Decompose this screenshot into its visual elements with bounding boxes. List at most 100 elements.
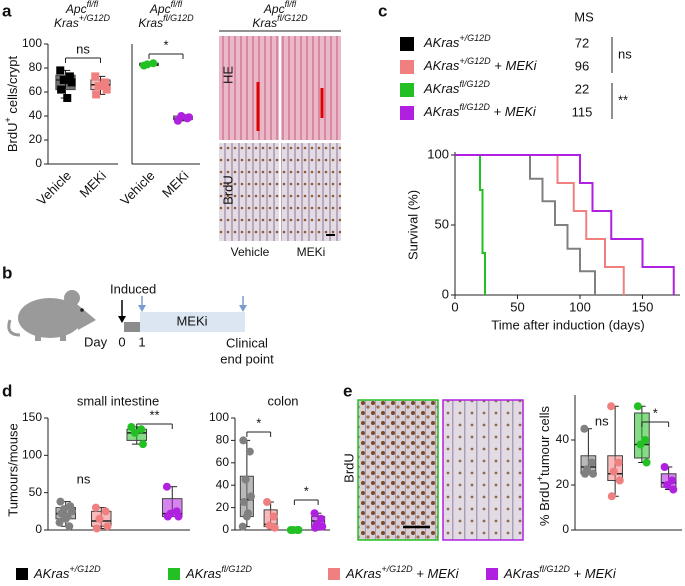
y-tick-label: 20 — [556, 477, 570, 491]
point — [245, 447, 254, 456]
text-part: + MEKi — [413, 566, 460, 581]
text-part: AKras — [185, 566, 222, 581]
point — [239, 436, 248, 445]
y-axis-label: Survival (%) — [405, 190, 420, 260]
point — [91, 503, 100, 512]
genotype: Apcfl/fl — [263, 0, 297, 16]
y-tick-label: 80 — [216, 433, 230, 447]
point — [61, 514, 70, 523]
point — [642, 458, 651, 467]
legend-label: AKrasfl/G12D — [185, 564, 252, 581]
point — [162, 482, 171, 491]
point — [163, 512, 172, 521]
label: MEKi — [176, 313, 207, 328]
text-part: + MEKi — [570, 566, 617, 581]
genotype: Krasfl/G12D — [252, 13, 308, 30]
y-tick-label: 0 — [562, 522, 569, 536]
survival-curve — [455, 154, 486, 295]
histology-a — [219, 30, 341, 241]
point — [103, 522, 112, 531]
point — [317, 514, 326, 523]
text-part: Kras — [54, 16, 79, 30]
point — [615, 476, 624, 485]
legend-label: AKrasfl/G12D — [423, 79, 490, 96]
legend-swatch — [400, 60, 414, 74]
survival-curve — [455, 154, 675, 295]
legend-label: AKras+/G12D — [423, 33, 491, 50]
y-tick-label: 60 — [29, 84, 43, 98]
point — [663, 481, 672, 489]
significance: * — [304, 483, 309, 498]
text-part: AKras — [345, 566, 382, 581]
label: 1 — [138, 334, 145, 349]
point — [91, 72, 100, 81]
significance: * — [256, 415, 261, 430]
point — [55, 518, 64, 527]
point — [607, 402, 616, 411]
y-tick-label: 60 — [216, 455, 230, 469]
superscript: fl/fl — [171, 0, 184, 9]
legend-swatch — [400, 83, 414, 97]
point — [65, 72, 74, 81]
y-tick-label: 20 — [29, 132, 43, 146]
point — [310, 509, 319, 518]
x-tick-label: Vehicle — [117, 168, 157, 208]
point — [59, 76, 68, 84]
y-axis-label: Tumours/mouse — [5, 423, 20, 516]
point — [247, 492, 256, 501]
superscript: fl/G12D — [163, 13, 194, 23]
point — [67, 78, 76, 87]
y-tick-label: 100 — [22, 36, 42, 50]
text-part: + MEKi — [490, 104, 537, 119]
text-part: AKras — [423, 35, 460, 50]
significance: * — [653, 405, 658, 420]
legend-swatch — [168, 568, 180, 580]
superscript: +/G12D — [69, 564, 101, 574]
y-tick-label: 40 — [556, 432, 570, 446]
y-tick-label: 40 — [216, 477, 230, 491]
x-axis-label: Time after induction (days) — [491, 317, 644, 332]
point — [311, 523, 320, 532]
point — [270, 523, 279, 532]
y-tick-label: 150 — [22, 410, 42, 424]
superscript: fl/G12D — [539, 564, 570, 574]
x-tick-label: 0 — [451, 299, 458, 314]
panel-letter: c — [378, 1, 387, 20]
point — [318, 522, 327, 531]
y-tick-label: 100 — [22, 448, 42, 462]
point — [294, 526, 303, 534]
point — [130, 428, 139, 437]
y-axis-label: % BrdU+tumour cells — [535, 405, 552, 526]
text-part: Apc — [263, 2, 285, 16]
point — [138, 440, 147, 449]
point — [177, 112, 186, 120]
superscript: +/G12D — [381, 564, 413, 574]
point — [143, 60, 152, 69]
superscript: + — [535, 476, 545, 481]
text-part: tumour cells — [537, 405, 552, 476]
point — [56, 66, 65, 75]
legend-label: AKras+/G12D — [33, 564, 101, 581]
text-part: Kras — [252, 16, 277, 30]
panel-letter: d — [2, 381, 12, 400]
legend-label: AKrasfl/G12D + MEKi — [423, 102, 537, 119]
mouse-timeline — [7, 290, 247, 341]
label: Induced — [110, 281, 156, 296]
point — [174, 512, 183, 521]
point — [636, 440, 645, 449]
y-axis-label: BrdU+ cells/crypt — [3, 55, 20, 152]
superscript: + — [3, 117, 13, 122]
legend-swatch — [400, 37, 414, 51]
header: MS — [574, 9, 594, 24]
superscript: +/G12D — [459, 56, 491, 66]
label: 0 — [118, 334, 125, 349]
y-tick-label: 100 — [209, 410, 229, 424]
plot-title: small intestine — [77, 393, 159, 408]
y-tick-label: 50 — [435, 216, 449, 231]
significance: ns — [77, 471, 91, 486]
median-survival: 22 — [575, 81, 589, 96]
point — [633, 402, 642, 411]
point — [607, 492, 616, 501]
legend-label: AKras+/G12D + MEKi — [345, 564, 460, 581]
point — [137, 425, 146, 434]
